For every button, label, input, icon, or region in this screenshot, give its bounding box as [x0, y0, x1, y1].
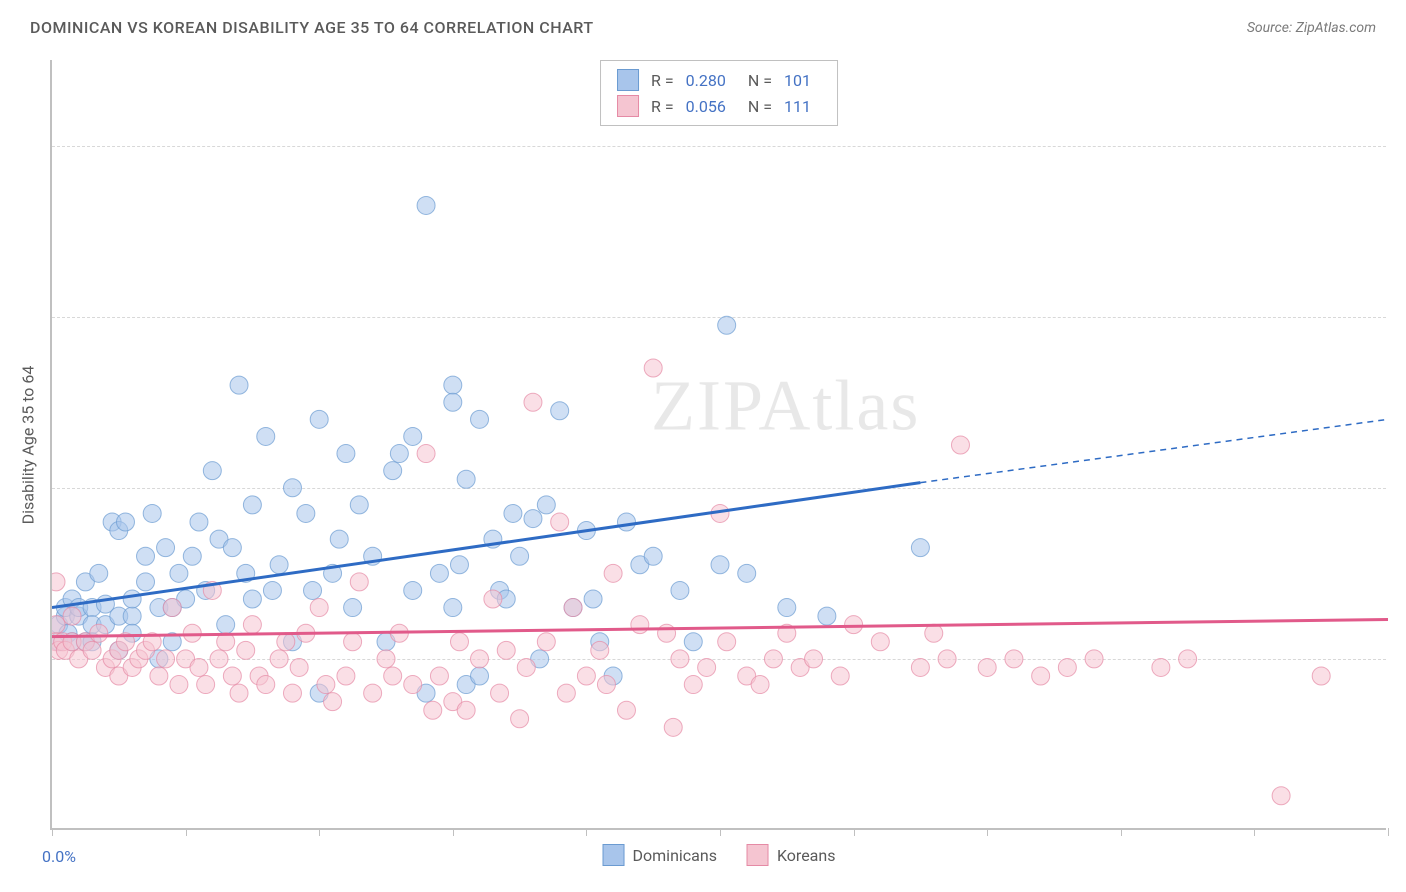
legend-swatch	[617, 69, 639, 91]
legend-r-value: 0.056	[686, 97, 726, 116]
correlation-legend: R = 0.280 N = 101 R = 0.056 N = 111	[600, 60, 838, 126]
source-label: Source: ZipAtlas.com	[1247, 20, 1376, 36]
x-min-label: 0.0%	[42, 847, 76, 866]
legend-label: Dominicans	[633, 846, 717, 865]
legend-item: Dominicans	[603, 844, 717, 866]
series-legend: Dominicans Koreans	[603, 844, 836, 866]
legend-label: Koreans	[777, 846, 836, 865]
legend-r-label: R =	[651, 71, 674, 90]
plot-area: ZIPAtlas R =0.280N =101R =0.056N =111 0.…	[50, 60, 1386, 830]
y-axis-label: Disability Age 35 to 64	[19, 366, 38, 525]
legend-row: R = 0.280 N = 101	[617, 67, 821, 93]
trend-lines	[52, 60, 1388, 830]
chart-title: DOMINICAN VS KOREAN DISABILITY AGE 35 TO…	[30, 18, 594, 37]
legend-row: R = 0.056 N = 111	[617, 93, 821, 119]
legend-swatch	[617, 95, 639, 117]
legend-n-value: 101	[784, 71, 811, 90]
plot-container: Disability Age 35 to 64 ZIPAtlas R =0.28…	[50, 60, 1386, 830]
legend-n-label: N =	[748, 71, 772, 90]
legend-swatch	[603, 844, 625, 866]
legend-n-value: 111	[784, 97, 811, 116]
legend-swatch	[747, 844, 769, 866]
legend-r-label: R =	[651, 97, 674, 116]
legend-r-value: 0.280	[686, 71, 726, 90]
x-tick	[1388, 828, 1389, 836]
legend-n-label: N =	[748, 97, 772, 116]
legend-item: Koreans	[747, 844, 836, 866]
